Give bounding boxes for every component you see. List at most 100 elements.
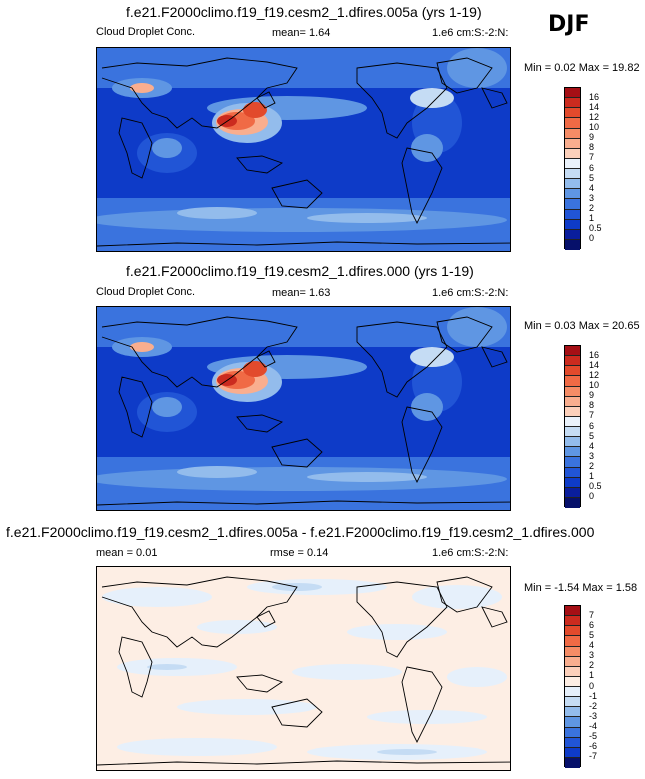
panel2-units: 1.e6 cm:S:-2:N: bbox=[432, 287, 509, 299]
panel3-rmse: rmse = 0.14 bbox=[270, 547, 329, 559]
colorbar-tick-label: 16 bbox=[589, 91, 600, 102]
colorbar-tick-label: 8 bbox=[589, 400, 595, 411]
colorbar-tick-label: 16 bbox=[589, 349, 600, 360]
panel3-mean: mean = 0.01 bbox=[96, 547, 158, 559]
colorbar-swatch bbox=[565, 656, 580, 667]
panel2-minmax: Min = 0.03 Max = 20.65 bbox=[524, 320, 640, 332]
colorbar-tick-label: 4 bbox=[589, 640, 595, 650]
colorbar-swatch bbox=[565, 376, 580, 387]
colorbar-swatch bbox=[565, 199, 580, 210]
colorbar-tick-label: 14 bbox=[589, 101, 600, 112]
colorbar-tick-label: -6 bbox=[589, 741, 598, 752]
colorbar-tick-label: -7 bbox=[589, 751, 598, 762]
colorbar-swatch bbox=[565, 88, 580, 99]
colorbar-tick-label: -1 bbox=[589, 690, 598, 701]
colorbar-swatch bbox=[565, 717, 580, 728]
colorbar-tick-label: 0 bbox=[589, 233, 595, 244]
panel2-mean: mean= 1.63 bbox=[272, 287, 331, 299]
panel1-map-svg bbox=[97, 48, 510, 251]
panel3-colorbar bbox=[564, 605, 581, 768]
panel1-variable: Cloud Droplet Conc. bbox=[96, 26, 196, 38]
colorbar-tick-label: 5 bbox=[589, 629, 595, 640]
panel1-units: 1.e6 cm:S:-2:N: bbox=[432, 27, 509, 39]
panel3-title: f.e21.F2000climo.f19_f19.cesm2_1.dfires.… bbox=[6, 524, 595, 540]
colorbar-swatch bbox=[565, 447, 580, 458]
colorbar-tick-label: 4 bbox=[589, 182, 595, 193]
colorbar-swatch bbox=[565, 416, 580, 427]
colorbar-swatch bbox=[565, 406, 580, 417]
colorbar-tick-label: 12 bbox=[589, 111, 600, 122]
colorbar-swatch bbox=[565, 646, 580, 657]
panel1-mean: mean= 1.64 bbox=[272, 27, 331, 39]
colorbar-swatch bbox=[565, 108, 580, 119]
colorbar-swatch bbox=[565, 727, 580, 738]
colorbar-tick-label: 10 bbox=[589, 122, 600, 132]
colorbar-tick-label: 7 bbox=[589, 609, 595, 620]
colorbar-swatch bbox=[565, 497, 580, 508]
colorbar-swatch bbox=[565, 616, 580, 627]
colorbar-tick-label: -3 bbox=[589, 710, 598, 721]
colorbar-swatch bbox=[565, 219, 580, 230]
panel1-colorbar bbox=[564, 87, 581, 250]
colorbar-tick-label: 2 bbox=[589, 660, 595, 671]
colorbar-swatch bbox=[565, 158, 580, 169]
colorbar-swatch bbox=[565, 666, 580, 677]
colorbar-tick-label: 9 bbox=[589, 390, 595, 401]
colorbar-tick-label: 14 bbox=[589, 359, 600, 370]
colorbar-tick-label: 1 bbox=[589, 670, 595, 681]
panel1-map bbox=[96, 47, 511, 252]
colorbar-swatch bbox=[565, 757, 580, 768]
colorbar-tick-label: 3 bbox=[589, 192, 595, 203]
colorbar-tick-label: -5 bbox=[589, 731, 598, 742]
colorbar-swatch bbox=[565, 477, 580, 488]
panel2-colorbar bbox=[564, 345, 581, 508]
colorbar-swatch bbox=[565, 148, 580, 159]
colorbar-swatch bbox=[565, 707, 580, 718]
colorbar-swatch bbox=[565, 98, 580, 109]
colorbar-swatch bbox=[565, 467, 580, 478]
colorbar-tick-label: 5 bbox=[589, 430, 595, 441]
colorbar-tick-label: 6 bbox=[589, 420, 595, 431]
colorbar-swatch bbox=[565, 209, 580, 220]
colorbar-swatch bbox=[565, 229, 580, 240]
colorbar-swatch bbox=[565, 606, 580, 617]
colorbar-swatch bbox=[565, 457, 580, 468]
colorbar-tick-label: 1 bbox=[589, 471, 595, 482]
colorbar-tick-label: 8 bbox=[589, 142, 595, 153]
panel2-title: f.e21.F2000climo.f19_f19.cesm2_1.dfires.… bbox=[126, 263, 474, 279]
colorbar-tick-label: 9 bbox=[589, 132, 595, 143]
colorbar-swatch bbox=[565, 687, 580, 698]
colorbar-swatch bbox=[565, 636, 580, 647]
colorbar-tick-label: 7 bbox=[589, 410, 595, 421]
colorbar-swatch bbox=[565, 396, 580, 407]
colorbar-tick-label: 3 bbox=[589, 650, 595, 661]
season-label: DJF bbox=[548, 12, 590, 37]
panel3-units: 1.e6 cm:S:-2:N: bbox=[432, 547, 509, 559]
colorbar-tick-label: 0.5 bbox=[589, 223, 602, 234]
colorbar-swatch bbox=[565, 737, 580, 748]
colorbar-swatch bbox=[565, 189, 580, 200]
colorbar-swatch bbox=[565, 747, 580, 758]
colorbar-swatch bbox=[565, 437, 580, 448]
panel3-map bbox=[96, 566, 511, 771]
panel2-map bbox=[96, 306, 511, 511]
panel3-minmax: Min = -1.54 Max = 1.58 bbox=[524, 582, 638, 594]
colorbar-swatch bbox=[565, 138, 580, 149]
colorbar-tick-label: -2 bbox=[589, 700, 598, 711]
colorbar-tick-label: 6 bbox=[589, 619, 595, 630]
colorbar-tick-label: 10 bbox=[589, 380, 600, 390]
panel3-map-svg bbox=[97, 567, 510, 770]
colorbar-swatch bbox=[565, 118, 580, 129]
panel1-title: f.e21.F2000climo.f19_f19.cesm2_1.dfires.… bbox=[126, 4, 482, 20]
colorbar-tick-label: 0.5 bbox=[589, 481, 602, 492]
colorbar-swatch bbox=[565, 487, 580, 498]
colorbar-tick-label: 1 bbox=[589, 213, 595, 224]
colorbar-swatch bbox=[565, 626, 580, 637]
panel2-map-svg bbox=[97, 307, 510, 510]
colorbar-swatch bbox=[565, 128, 580, 139]
colorbar-tick-label: 2 bbox=[589, 203, 595, 213]
colorbar-tick-label: 3 bbox=[589, 450, 595, 461]
colorbar-swatch bbox=[565, 697, 580, 708]
colorbar-tick-label: 6 bbox=[589, 162, 595, 173]
colorbar-tick-label: 4 bbox=[589, 440, 595, 451]
